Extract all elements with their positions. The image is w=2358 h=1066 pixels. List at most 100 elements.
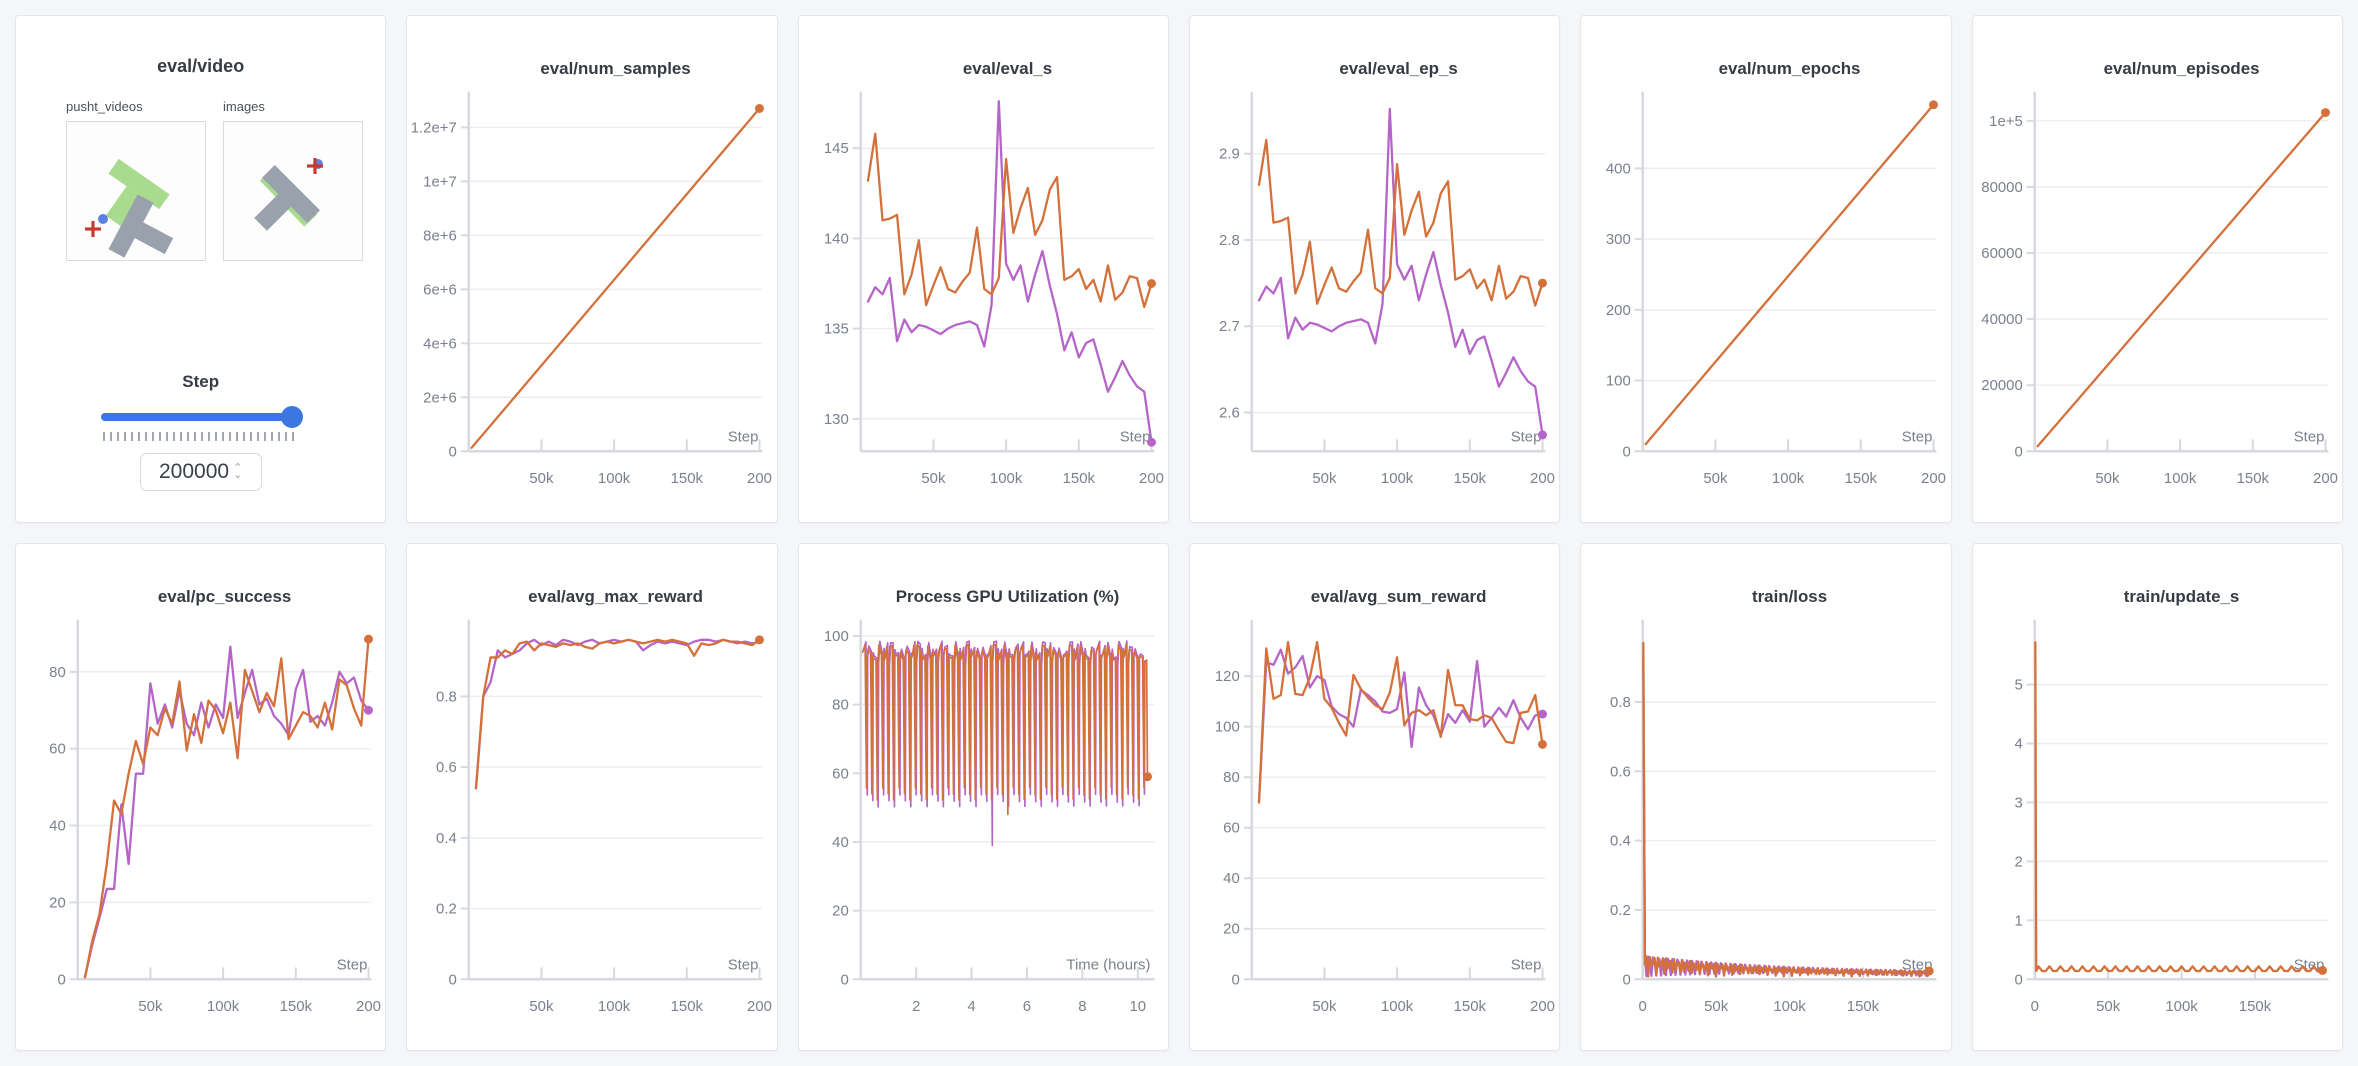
y-tick-label: 1e+7 <box>423 173 457 190</box>
y-tick-label: 100 <box>824 628 849 645</box>
y-tick-label: 0.6 <box>436 759 457 776</box>
goal-t-shape <box>105 158 170 227</box>
y-tick-label: 3 <box>2014 794 2022 811</box>
y-tick-label: 4 <box>2014 736 2022 753</box>
series-line-orange <box>861 643 1148 816</box>
y-tick-label: 0 <box>1623 443 1631 460</box>
y-tick-label: 2e+6 <box>423 389 457 406</box>
x-tick-label: 100k <box>598 470 631 487</box>
chart-panel-eval-eval-s[interactable]: eval/eval_s 130 135 140 145 50k 100k 150k 200 Ste… <box>797 15 1169 523</box>
chart-panel-eval-num-samples[interactable]: eval/num_samples 0 2e+6 4e+6 6e+6 8e+6 1e+7 1.2… <box>406 15 778 523</box>
y-tick-label: 80 <box>49 664 66 681</box>
y-tick-label: 2.9 <box>1219 146 1240 163</box>
image-thumbnail[interactable] <box>223 121 363 261</box>
panel-title: eval/video <box>157 56 245 76</box>
x-axis-title: Step <box>337 956 368 973</box>
y-tick-label: 140 <box>824 230 849 247</box>
series-line-orange <box>1257 640 1544 804</box>
x-tick-label: 50k <box>138 998 163 1015</box>
x-tick-label: 100k <box>2165 998 2198 1015</box>
y-tick-label: 400 <box>1606 160 1631 177</box>
pusht-image-render <box>254 158 323 231</box>
step-slider-track[interactable] <box>100 413 301 421</box>
block-t-shape <box>108 194 174 258</box>
endpoint-dot-purple <box>1538 709 1547 719</box>
y-tick-label: 100 <box>1215 719 1240 736</box>
series-line-purple <box>1257 107 1544 436</box>
y-tick-label: 40000 <box>1981 311 2022 328</box>
chart-title: eval/avg_sum_reward <box>1311 587 1487 606</box>
y-tick-label: 100 <box>1606 373 1631 390</box>
y-tick-label: 0.6 <box>1610 763 1631 780</box>
y-tick-label: 130 <box>824 411 849 428</box>
series-line-orange <box>1644 103 1935 446</box>
chart-panel-eval-pc-success[interactable]: eval/pc_success 0 20 40 60 80 50k 100k 150k 200 St… <box>15 543 387 1051</box>
series-line-orange <box>2036 111 2327 448</box>
chart-svg: eval/avg_sum_reward 0 20 40 60 80 100 120 50k 100… <box>1215 587 1555 1015</box>
chart-panel-eval-avg-max-reward[interactable]: eval/avg_max_reward 0 0.2 0.4 0.6 0.8 50k 100k 1… <box>406 543 778 1051</box>
chart-title: eval/num_samples <box>541 59 691 78</box>
chart-svg: train/loss 0 0.2 0.4 0.6 0.8 0 50k 100k 150k Step <box>1610 587 1937 1015</box>
x-tick-label: 50k <box>1312 998 1337 1015</box>
endpoint-dot-orange <box>755 103 765 113</box>
x-tick-label: 200 <box>1921 470 1946 487</box>
y-tick-label: 1 <box>2014 912 2022 929</box>
pusht-video-thumbnail[interactable] <box>66 121 206 261</box>
x-tick-label: 8 <box>1078 998 1086 1015</box>
x-tick-label: 100k <box>1772 470 1805 487</box>
step-slider-tickmarks <box>102 432 299 441</box>
y-tick-label: 0.4 <box>436 830 457 847</box>
y-tick-label: 0 <box>449 443 457 460</box>
y-tick-label: 0.4 <box>1610 833 1631 850</box>
chart-svg: eval/avg_max_reward 0 0.2 0.4 0.6 0.8 50k 100k 1… <box>436 587 772 1015</box>
x-tick-label: 100k <box>1774 998 1807 1015</box>
y-tick-label: 5 <box>2014 677 2022 694</box>
chart-panel-eval-avg-sum-reward[interactable]: eval/avg_sum_reward 0 20 40 60 80 100 120 50k 100… <box>1189 543 1561 1051</box>
chart-panel-eval-num-episodes[interactable]: eval/num_episodes 0 20000 40000 60000 80000 1e… <box>1971 15 2343 523</box>
y-tick-label: 20000 <box>1981 377 2022 394</box>
x-tick-label: 150k <box>1845 470 1878 487</box>
x-tick-label: 150k <box>1454 998 1487 1015</box>
y-tick-label: 0 <box>2014 443 2022 460</box>
x-tick-label: 50k <box>921 470 946 487</box>
chart-panel-eval-eval-ep-s[interactable]: eval/eval_ep_s 2.6 2.7 2.8 2.9 50k 100k 150k 200… <box>1189 15 1561 523</box>
chart-title: eval/num_episodes <box>2103 59 2259 78</box>
step-slider[interactable] <box>100 406 303 428</box>
chart-title: eval/avg_max_reward <box>528 587 703 606</box>
y-tick-label: 40 <box>832 834 849 851</box>
chart-panel-train-loss[interactable]: train/loss 0 0.2 0.4 0.6 0.8 0 50k 100k 150k Step <box>1580 543 1952 1051</box>
chart-panel-eval-num-epochs[interactable]: eval/num_epochs 0 100 200 300 400 50k 100k 150k 2… <box>1580 15 1952 523</box>
step-slider-thumb[interactable] <box>280 406 303 428</box>
endpoint-dot-purple <box>364 705 373 715</box>
chart-svg: eval/num_epochs 0 100 200 300 400 50k 100k 150k 2… <box>1606 59 1946 487</box>
media-row: pusht_videos <box>16 99 385 261</box>
chart-title: Process GPU Utilization (%) <box>895 587 1119 606</box>
chart-panel-process-gpu-utilization[interactable]: Process GPU Utilization (%) 0 20 40 60 80 100 2… <box>797 543 1169 1051</box>
series-line-orange <box>1257 138 1544 307</box>
x-tick-label: 50k <box>1312 470 1337 487</box>
endpoint-dot-orange <box>1538 278 1547 288</box>
y-tick-label: 60 <box>49 741 66 758</box>
step-number-input[interactable]: 200000 ⌃ ⌄ <box>139 453 262 491</box>
series-line-purple <box>866 100 1153 444</box>
series-line-orange <box>1642 641 1931 978</box>
y-tick-label: 60000 <box>1981 245 2022 262</box>
target-cross-icon <box>85 221 101 237</box>
x-tick-label: 6 <box>1022 998 1030 1015</box>
y-tick-label: 80 <box>1223 769 1240 786</box>
y-tick-label: 40 <box>1223 870 1240 887</box>
pusht-render <box>85 158 174 258</box>
series-line-purple <box>1642 655 1930 978</box>
stepper-arrows-icon[interactable]: ⌃ ⌄ <box>233 462 243 481</box>
y-tick-label: 200 <box>1606 302 1631 319</box>
x-tick-label: 200 <box>747 998 772 1015</box>
series-line-purple <box>475 638 761 790</box>
series-line-purple <box>83 645 370 979</box>
x-tick-label: 100k <box>598 998 631 1015</box>
media-panel-eval-video[interactable]: eval/video pusht_videos <box>15 15 387 523</box>
chart-panel-train-update-s[interactable]: train/update_s 0 1 2 3 4 5 0 50k 100k 150k Step <box>1971 543 2343 1051</box>
x-axis-title: Step <box>1902 956 1933 973</box>
x-tick-label: 50k <box>1704 470 1729 487</box>
